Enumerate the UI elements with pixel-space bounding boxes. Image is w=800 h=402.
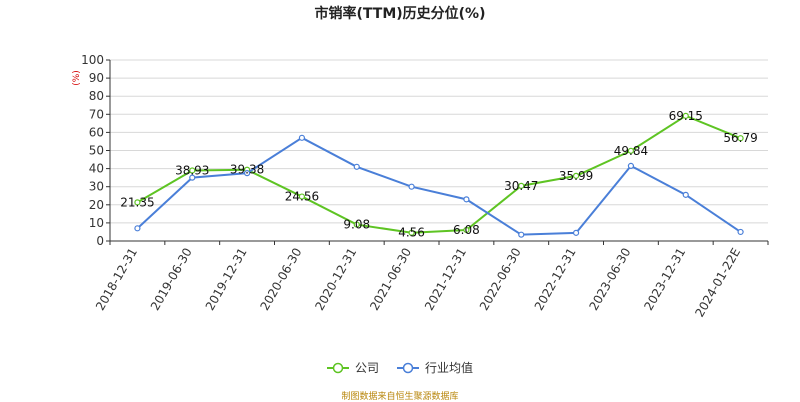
series-1-point	[134, 225, 141, 232]
legend-item-industry[interactable]: 行业均值	[397, 359, 473, 376]
x-tick-label: 2022-06-30	[477, 246, 524, 313]
legend-item-company[interactable]: 公司	[326, 359, 379, 376]
data-label: 35.99	[559, 169, 593, 183]
data-label: 69.15	[669, 109, 703, 123]
data-label: 9.08	[343, 218, 370, 232]
y-tick-label: 70	[89, 107, 104, 121]
series-0-point	[189, 167, 196, 174]
y-tick-label: 100	[81, 53, 104, 67]
series-0-point	[463, 226, 470, 234]
series-0-point	[298, 193, 306, 200]
x-tick-label: 2021-12-31	[422, 245, 469, 312]
x-tick-label: 2019-06-30	[148, 246, 195, 313]
legend-marker-industry	[397, 362, 419, 373]
data-label: 56.79	[723, 131, 757, 145]
series-1-point	[518, 231, 525, 238]
y-tick-label: 10	[89, 216, 104, 230]
y-tick-label: 20	[89, 198, 104, 212]
y-tick-label: 60	[89, 125, 104, 139]
series-1-point	[353, 163, 360, 170]
y-axis-unit-label: (%)	[72, 70, 82, 86]
series-1-point	[572, 229, 580, 236]
x-tick-label: 2020-12-31	[312, 246, 359, 313]
data-label: 4.56	[398, 226, 425, 240]
series-0-point	[682, 112, 689, 119]
x-tick-label: 2019-12-31	[203, 245, 250, 312]
source-note: 制图数据来自恒生聚源数据库	[341, 392, 459, 402]
data-label: 49.84	[614, 144, 648, 158]
legend-marker-company	[326, 362, 349, 373]
series-line-0	[136, 114, 741, 234]
series-0-point	[627, 147, 635, 154]
series-line-1	[136, 136, 742, 236]
x-tick-label: 2024-01-22E	[692, 246, 743, 320]
x-tick-label: 2022-12-31	[532, 246, 579, 313]
series-1-point	[298, 134, 306, 141]
x-tick-label: 2020-06-30	[258, 246, 305, 313]
series-0-point	[572, 172, 580, 179]
x-tick-label: 2021-06-30	[367, 246, 414, 313]
x-tick-label: 2023-12-31	[641, 246, 688, 313]
x-tick-label: 2018-12-31	[93, 246, 140, 313]
series-1-point	[737, 228, 744, 236]
series-1-point	[408, 183, 415, 190]
y-tick-label: 0	[96, 234, 104, 248]
data-labels: 21.35 38.93 39.38 24.56 9.08 4.56 6.08 30.47 35.…	[120, 109, 758, 240]
data-label: 38.93	[175, 164, 209, 178]
series-1-point	[189, 174, 196, 181]
y-tick-label: 30	[89, 180, 104, 194]
series-0-point	[134, 199, 141, 206]
series-0-point	[737, 135, 744, 142]
data-label: 30.47	[504, 179, 538, 193]
data-label: 6.08	[453, 223, 480, 237]
y-tick-label: 50	[89, 144, 104, 158]
series-1-point	[463, 196, 470, 203]
chart-title: 市销率(TTM)历史分位(%)	[314, 6, 486, 22]
y-tick-label: 80	[89, 89, 104, 103]
series-0-point	[353, 221, 360, 228]
series-0-point	[408, 229, 415, 236]
data-label: 24.56	[285, 190, 319, 204]
series-0-point	[518, 182, 525, 189]
data-label: 21.35	[120, 195, 154, 209]
x-tick-label: 2023-06-30	[587, 246, 634, 313]
series-1-point	[682, 191, 689, 198]
legend-label-company: 公司	[354, 361, 379, 375]
series-lines	[134, 112, 744, 238]
grid-lines	[110, 59, 768, 224]
data-label: 39.38	[230, 163, 264, 177]
y-tick-label: 40	[89, 162, 104, 176]
series-1-point	[243, 170, 251, 177]
legend: 公司 行业均值	[0, 359, 800, 376]
y-tick-label: 90	[89, 71, 104, 85]
legend-label-industry: 行业均值	[425, 361, 474, 375]
series-1-point	[627, 162, 635, 169]
